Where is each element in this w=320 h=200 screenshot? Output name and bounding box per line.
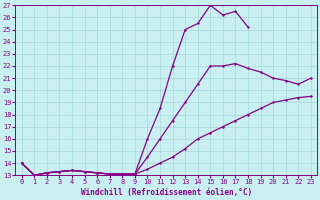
X-axis label: Windchill (Refroidissement éolien,°C): Windchill (Refroidissement éolien,°C)	[81, 188, 252, 197]
